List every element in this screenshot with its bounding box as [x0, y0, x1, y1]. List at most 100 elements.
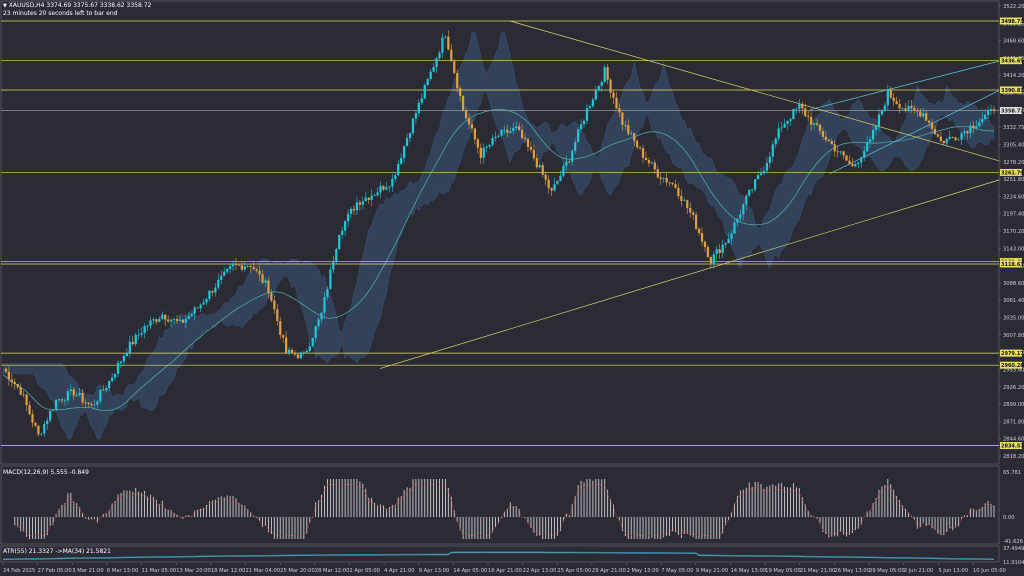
price-tick-label: 2818.20	[1003, 454, 1024, 460]
candle-body	[618, 108, 621, 113]
price-tick-label: 3414.20	[1003, 73, 1024, 79]
candle-body	[925, 113, 928, 121]
candle-body	[812, 123, 816, 125]
atr-panel[interactable]	[0, 545, 1000, 563]
candle-body	[391, 178, 394, 187]
candle-body	[874, 126, 878, 130]
trend-line[interactable]	[829, 90, 1000, 174]
candle-body	[199, 304, 202, 309]
candle-body	[305, 350, 308, 353]
candle-body	[630, 133, 633, 134]
candle-body	[435, 58, 438, 68]
time-tick-label: 26 May 13:00	[834, 568, 870, 574]
candle-body	[992, 109, 996, 111]
menu-triangle-icon[interactable]: ▼	[3, 3, 7, 9]
candle-body	[686, 200, 689, 209]
candle-body	[75, 395, 78, 396]
candle-body	[700, 233, 704, 242]
candle-body	[922, 113, 925, 117]
candle-body	[252, 266, 255, 270]
atr-axis-label: 37.4949	[1003, 546, 1024, 552]
price-tick-label: 3088.60	[1003, 281, 1024, 287]
candle-body	[146, 325, 149, 327]
candle-body	[520, 129, 524, 139]
macd-label: MACD(12,26,9) 5.555 -0.849	[3, 469, 89, 476]
time-tick-label: 19 May 05:00	[765, 568, 801, 574]
candle-body	[479, 147, 482, 158]
candle-body	[768, 156, 771, 163]
candle-body	[854, 163, 857, 167]
candle-body	[709, 257, 712, 264]
candle-body	[644, 157, 648, 161]
price-tick-label: 3251.80	[1003, 177, 1024, 183]
candle-body	[807, 115, 810, 117]
candle-body	[273, 300, 276, 310]
candle-body	[408, 133, 412, 139]
trend-line[interactable]	[379, 179, 1000, 369]
candle-body	[786, 120, 789, 124]
candle-body	[662, 177, 665, 179]
candle-body	[317, 319, 320, 327]
candle-body	[37, 425, 40, 435]
main-chart-panel[interactable]	[0, 0, 1000, 465]
candle-body	[441, 37, 444, 53]
trend-line[interactable]	[509, 20, 1000, 162]
candle-body	[488, 144, 491, 147]
candle-body	[462, 95, 465, 111]
candle-body	[491, 138, 494, 145]
candle-body	[405, 138, 409, 147]
atr-label: ATR(55) 21.3327 ->MA(34) 21.5821	[3, 548, 111, 555]
candle-body	[512, 128, 515, 132]
level-tag-label: 3390.81	[1001, 88, 1024, 94]
candle-body	[680, 195, 683, 201]
macd-axis-label: 0.00	[1003, 515, 1015, 521]
candle-body	[352, 208, 356, 211]
time-tick-label: 25 Apr 05:00	[557, 568, 591, 574]
price-tick-label: 2926.20	[1003, 385, 1024, 391]
time-tick-label: 21 May 21:00	[800, 568, 836, 574]
candle-body	[134, 334, 137, 345]
level-tag-label: 3358.72	[1001, 108, 1024, 114]
candle-body	[131, 341, 134, 345]
candle-body	[724, 243, 727, 245]
time-tick-label: 16 Apr 21:00	[488, 568, 522, 574]
candle-body	[90, 404, 93, 406]
candle-body	[606, 67, 609, 80]
candle-body	[376, 192, 379, 196]
candle-body	[217, 279, 220, 288]
candle-body	[261, 274, 264, 283]
candle-body	[966, 131, 969, 134]
candle-body	[913, 107, 916, 111]
candle-body	[568, 161, 571, 163]
candle-body	[57, 399, 61, 401]
price-tick-label: 3468.60	[1003, 39, 1024, 45]
candle-body	[721, 244, 724, 253]
candle-body	[385, 187, 388, 190]
candle-body	[886, 90, 889, 106]
level-tag	[1000, 442, 1022, 450]
trend-lines	[379, 20, 1000, 369]
candle-body	[692, 212, 695, 215]
candle-body	[84, 402, 87, 404]
candle-body	[939, 136, 943, 142]
candle-body	[789, 119, 792, 121]
candle-body	[901, 108, 904, 110]
candle-body	[175, 318, 179, 321]
time-tick-label: 13 Mar 20:00	[176, 568, 211, 574]
candle-body	[152, 319, 155, 321]
atr-axis-label: 11.9104	[1003, 560, 1024, 566]
macd-panel[interactable]	[0, 465, 1000, 545]
candle-body	[119, 361, 123, 363]
price-axis: 3522.203495.253468.603441.353414.203387.…	[999, 4, 1024, 460]
candle-body	[46, 420, 49, 424]
level-tag	[1000, 57, 1022, 65]
candle-body	[285, 337, 288, 353]
candle-body	[326, 288, 329, 298]
candle-body	[550, 187, 553, 191]
candle-body	[975, 126, 978, 129]
trend-line[interactable]	[809, 60, 1000, 111]
candle-body	[335, 249, 338, 262]
candle-body	[801, 103, 804, 109]
